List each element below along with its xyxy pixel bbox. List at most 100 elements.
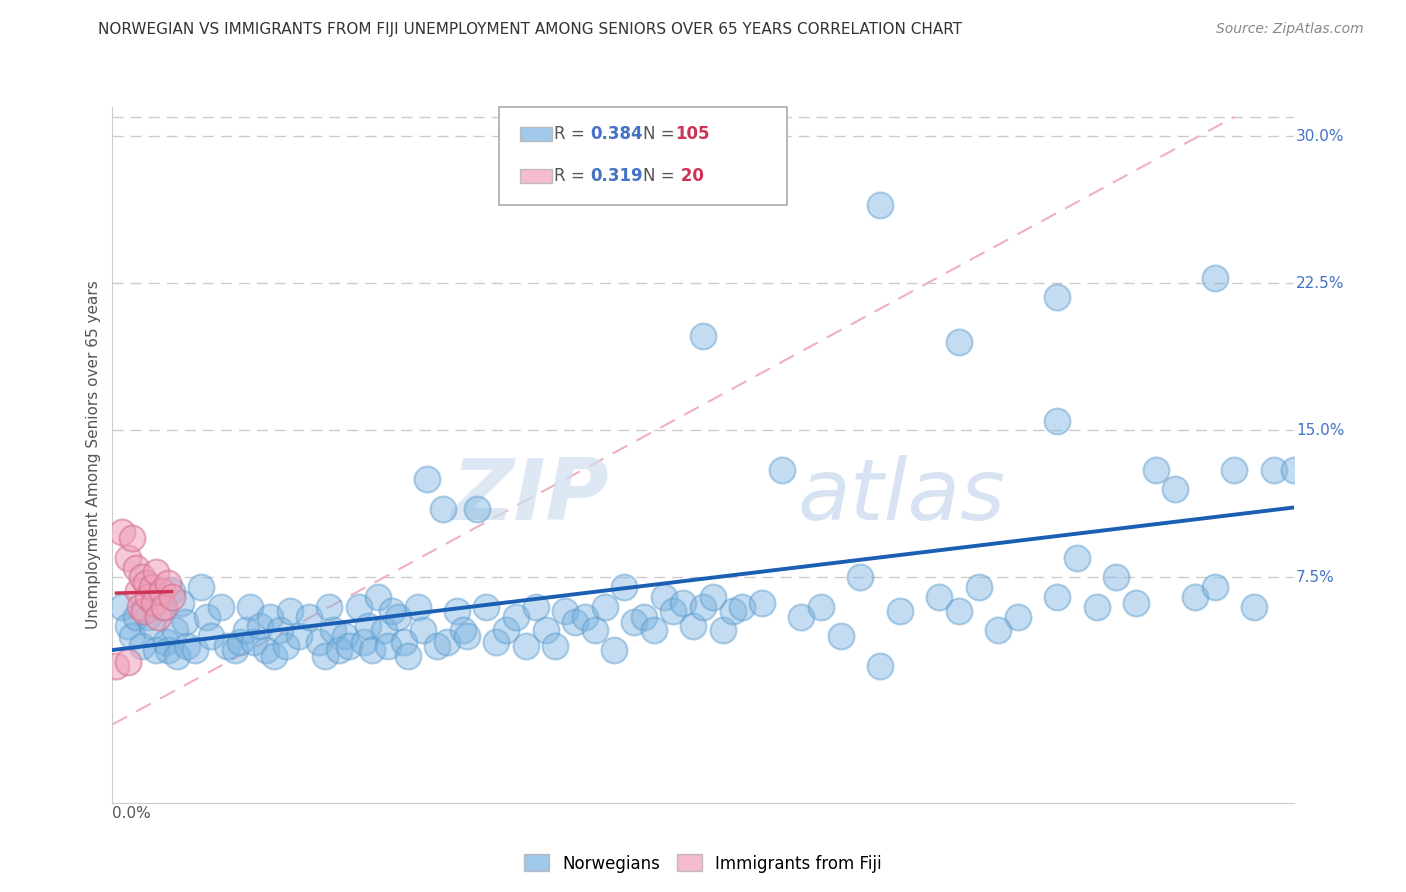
Point — [215, 639, 238, 653]
Point — [603, 643, 626, 657]
Point — [146, 609, 169, 624]
Point — [849, 570, 872, 584]
Point — [152, 599, 174, 614]
Text: R =: R = — [554, 167, 591, 185]
Point — [1164, 482, 1187, 496]
Text: 22.5%: 22.5% — [1296, 276, 1344, 291]
Point — [156, 576, 179, 591]
Point — [235, 624, 257, 638]
Point — [278, 604, 301, 618]
Point — [125, 560, 148, 574]
Point — [574, 609, 596, 624]
Text: 7.5%: 7.5% — [1296, 570, 1334, 585]
Text: 0.319: 0.319 — [591, 167, 643, 185]
Point — [377, 639, 399, 653]
Point — [373, 624, 395, 638]
Point — [121, 531, 143, 545]
Point — [692, 599, 714, 614]
Point — [652, 590, 675, 604]
Point — [298, 609, 321, 624]
Point — [613, 580, 636, 594]
Point — [314, 648, 336, 663]
Point — [485, 635, 508, 649]
Point — [889, 604, 911, 618]
Point — [254, 643, 277, 657]
Point — [515, 639, 537, 653]
Point — [524, 599, 547, 614]
Point — [1066, 550, 1088, 565]
Text: 0.384: 0.384 — [591, 125, 643, 143]
Point — [160, 584, 183, 599]
Point — [426, 639, 449, 653]
Point — [263, 648, 285, 663]
Point — [702, 590, 724, 604]
Point — [337, 639, 360, 653]
Point — [770, 462, 793, 476]
Point — [396, 648, 419, 663]
Text: N =: N = — [643, 167, 679, 185]
Point — [357, 619, 380, 633]
Point — [682, 619, 704, 633]
Point — [948, 335, 970, 350]
Text: Source: ZipAtlas.com: Source: ZipAtlas.com — [1216, 22, 1364, 37]
Point — [145, 643, 167, 657]
Point — [117, 655, 139, 669]
Point — [1282, 462, 1305, 476]
Point — [456, 629, 478, 643]
Text: R =: R = — [554, 125, 591, 143]
Point — [155, 635, 177, 649]
Point — [200, 629, 222, 643]
Point — [643, 624, 665, 638]
Point — [692, 329, 714, 343]
Point — [127, 584, 149, 599]
Point — [150, 599, 173, 614]
Text: 0.0%: 0.0% — [112, 806, 152, 822]
Point — [928, 590, 950, 604]
Point — [105, 658, 128, 673]
Point — [141, 619, 163, 633]
Point — [125, 609, 148, 624]
Point — [224, 643, 246, 657]
Point — [353, 635, 375, 649]
Point — [150, 584, 173, 599]
Point — [436, 635, 458, 649]
Point — [1046, 290, 1069, 304]
Point — [141, 580, 163, 594]
Point — [583, 624, 606, 638]
Point — [593, 599, 616, 614]
Point — [1144, 462, 1167, 476]
Point — [869, 658, 891, 673]
Point — [165, 624, 187, 638]
Point — [869, 198, 891, 212]
Point — [711, 624, 734, 638]
Point — [446, 604, 468, 618]
Point — [662, 604, 685, 618]
Text: N =: N = — [643, 125, 679, 143]
Point — [830, 629, 852, 643]
Point — [129, 599, 152, 614]
Point — [1046, 414, 1069, 428]
Text: 20: 20 — [675, 167, 704, 185]
Text: ZIP: ZIP — [451, 455, 609, 538]
Legend: Norwegians, Immigrants from Fiji: Norwegians, Immigrants from Fiji — [517, 847, 889, 880]
Y-axis label: Unemployment Among Seniors over 65 years: Unemployment Among Seniors over 65 years — [86, 281, 101, 629]
Point — [544, 639, 567, 653]
Point — [554, 604, 576, 618]
Point — [751, 596, 773, 610]
Point — [392, 635, 415, 649]
Point — [111, 525, 134, 540]
Point — [1184, 590, 1206, 604]
Point — [367, 590, 389, 604]
Point — [117, 550, 139, 565]
Point — [790, 609, 813, 624]
Point — [135, 576, 157, 591]
Point — [174, 615, 197, 630]
Point — [259, 609, 281, 624]
Point — [987, 624, 1010, 638]
Point — [229, 635, 252, 649]
Point — [1046, 590, 1069, 604]
Point — [184, 643, 207, 657]
Point — [721, 604, 744, 618]
Point — [156, 643, 179, 657]
Point — [318, 599, 340, 614]
